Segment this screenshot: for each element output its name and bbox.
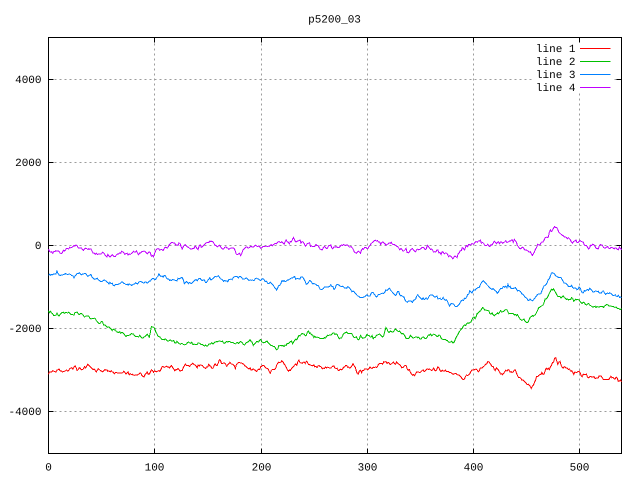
svg-text:200: 200 [252, 463, 272, 475]
svg-text:-4000: -4000 [8, 407, 41, 419]
svg-text:line 3: line 3 [536, 70, 576, 82]
svg-text:0: 0 [35, 241, 42, 253]
svg-text:p5200_03: p5200_03 [308, 15, 361, 27]
svg-text:line 1: line 1 [536, 44, 576, 56]
svg-text:0: 0 [45, 463, 52, 475]
svg-text:400: 400 [464, 463, 484, 475]
svg-text:line 4: line 4 [536, 83, 576, 95]
svg-text:500: 500 [570, 463, 590, 475]
svg-text:100: 100 [145, 463, 165, 475]
svg-text:2000: 2000 [15, 158, 41, 170]
svg-text:300: 300 [358, 463, 378, 475]
svg-text:-2000: -2000 [8, 324, 41, 336]
svg-text:4000: 4000 [15, 75, 41, 87]
svg-text:line 2: line 2 [536, 57, 576, 69]
